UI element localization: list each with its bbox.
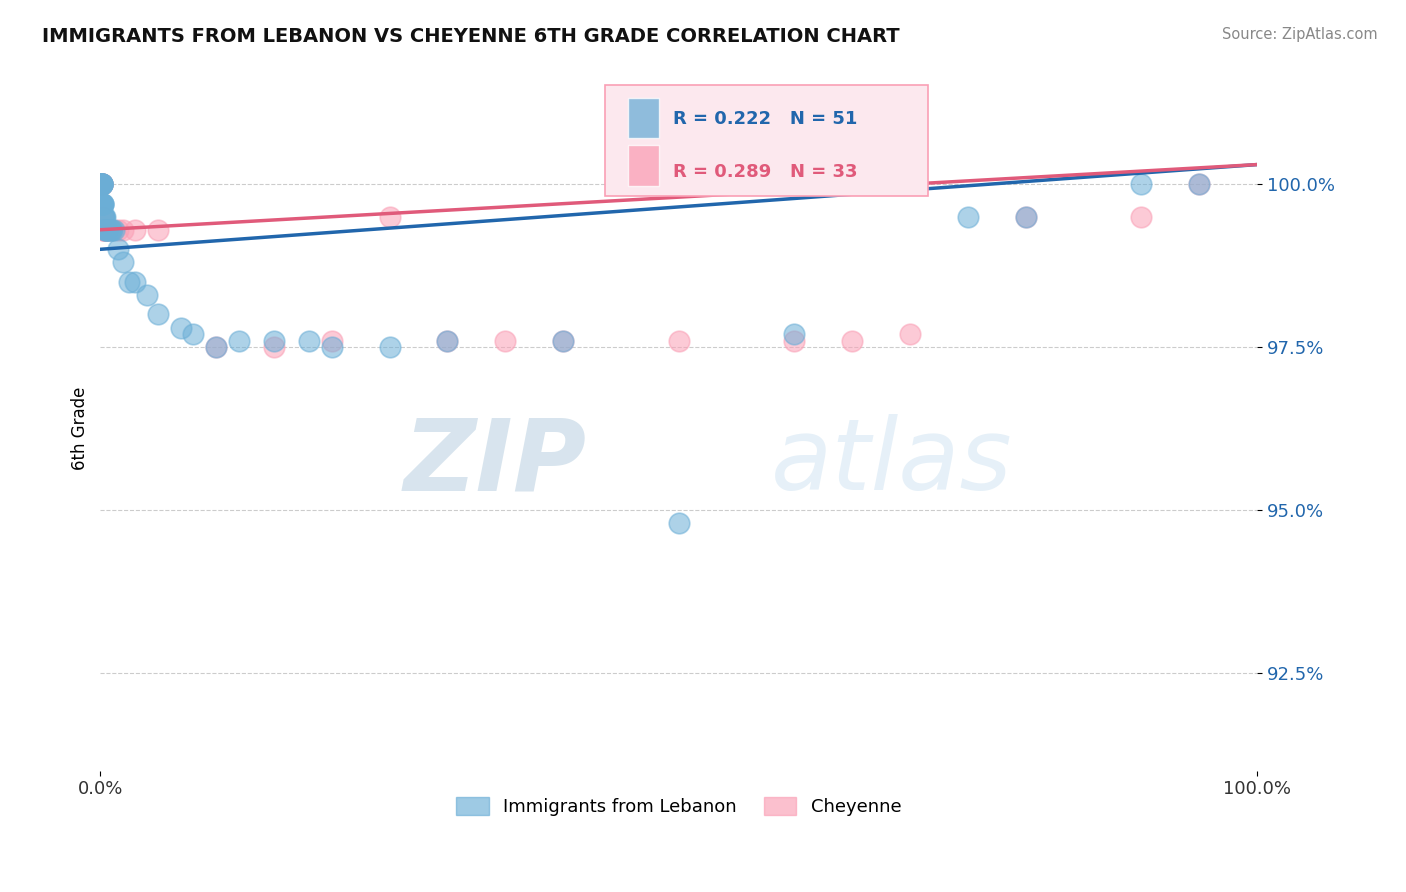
- Point: [91, 196, 114, 211]
- Point: [263, 340, 285, 354]
- Text: R = 0.222   N = 51: R = 0.222 N = 51: [673, 110, 858, 128]
- Point: [107, 242, 129, 256]
- Point: [91, 196, 114, 211]
- Y-axis label: 6th Grade: 6th Grade: [72, 387, 89, 470]
- Point: [205, 340, 228, 354]
- Point: [91, 177, 114, 191]
- Point: [101, 223, 124, 237]
- Point: [668, 334, 690, 348]
- Point: [170, 320, 193, 334]
- Point: [100, 223, 122, 237]
- Text: IMMIGRANTS FROM LEBANON VS CHEYENNE 6TH GRADE CORRELATION CHART: IMMIGRANTS FROM LEBANON VS CHEYENNE 6TH …: [42, 27, 900, 45]
- Point: [263, 334, 285, 348]
- Point: [90, 177, 112, 191]
- Point: [91, 196, 114, 211]
- Point: [91, 210, 114, 224]
- Point: [148, 223, 170, 237]
- Point: [93, 210, 115, 224]
- Legend: Immigrants from Lebanon, Cheyenne: Immigrants from Lebanon, Cheyenne: [449, 789, 908, 823]
- Point: [107, 223, 129, 237]
- Point: [93, 210, 115, 224]
- Point: [91, 177, 114, 191]
- Point: [98, 223, 121, 237]
- Point: [321, 340, 343, 354]
- Point: [91, 177, 114, 191]
- Point: [91, 177, 114, 191]
- Point: [94, 223, 117, 237]
- Point: [1015, 210, 1038, 224]
- Point: [93, 223, 115, 237]
- Point: [1130, 210, 1153, 224]
- Point: [90, 177, 112, 191]
- Point: [321, 334, 343, 348]
- Point: [90, 177, 112, 191]
- Point: [94, 223, 117, 237]
- Point: [101, 223, 124, 237]
- Text: ZIP: ZIP: [404, 414, 586, 511]
- Point: [90, 177, 112, 191]
- Point: [841, 334, 863, 348]
- Point: [90, 177, 112, 191]
- Point: [93, 210, 115, 224]
- Point: [124, 275, 146, 289]
- Point: [93, 210, 115, 224]
- Point: [783, 326, 806, 341]
- Point: [94, 223, 117, 237]
- Point: [90, 177, 112, 191]
- Point: [94, 223, 117, 237]
- Point: [112, 255, 135, 269]
- Point: [148, 308, 170, 322]
- Point: [91, 196, 114, 211]
- Point: [1188, 177, 1211, 191]
- Point: [205, 340, 228, 354]
- Point: [97, 223, 120, 237]
- Point: [378, 210, 401, 224]
- Point: [112, 223, 135, 237]
- Point: [91, 210, 114, 224]
- Point: [103, 223, 125, 237]
- Point: [551, 334, 574, 348]
- Point: [97, 223, 120, 237]
- Point: [228, 334, 250, 348]
- Point: [94, 223, 117, 237]
- Point: [135, 288, 157, 302]
- Point: [90, 177, 112, 191]
- Text: atlas: atlas: [772, 414, 1012, 511]
- Point: [90, 177, 112, 191]
- Point: [1015, 210, 1038, 224]
- Point: [1188, 177, 1211, 191]
- Point: [90, 177, 112, 191]
- Point: [90, 177, 112, 191]
- Text: R = 0.289   N = 33: R = 0.289 N = 33: [673, 163, 858, 181]
- Text: Source: ZipAtlas.com: Source: ZipAtlas.com: [1222, 27, 1378, 42]
- Point: [436, 334, 458, 348]
- Point: [91, 196, 114, 211]
- Point: [91, 223, 114, 237]
- Point: [297, 334, 319, 348]
- Point: [90, 177, 112, 191]
- Point: [181, 326, 204, 341]
- Point: [91, 196, 114, 211]
- Point: [494, 334, 516, 348]
- Point: [378, 340, 401, 354]
- Point: [956, 210, 979, 224]
- Point: [1130, 177, 1153, 191]
- Point: [96, 223, 118, 237]
- Point: [93, 223, 115, 237]
- Point: [783, 334, 806, 348]
- Point: [668, 516, 690, 530]
- Point: [124, 223, 146, 237]
- Point: [898, 326, 921, 341]
- Point: [551, 334, 574, 348]
- Point: [90, 177, 112, 191]
- Point: [118, 275, 141, 289]
- Point: [436, 334, 458, 348]
